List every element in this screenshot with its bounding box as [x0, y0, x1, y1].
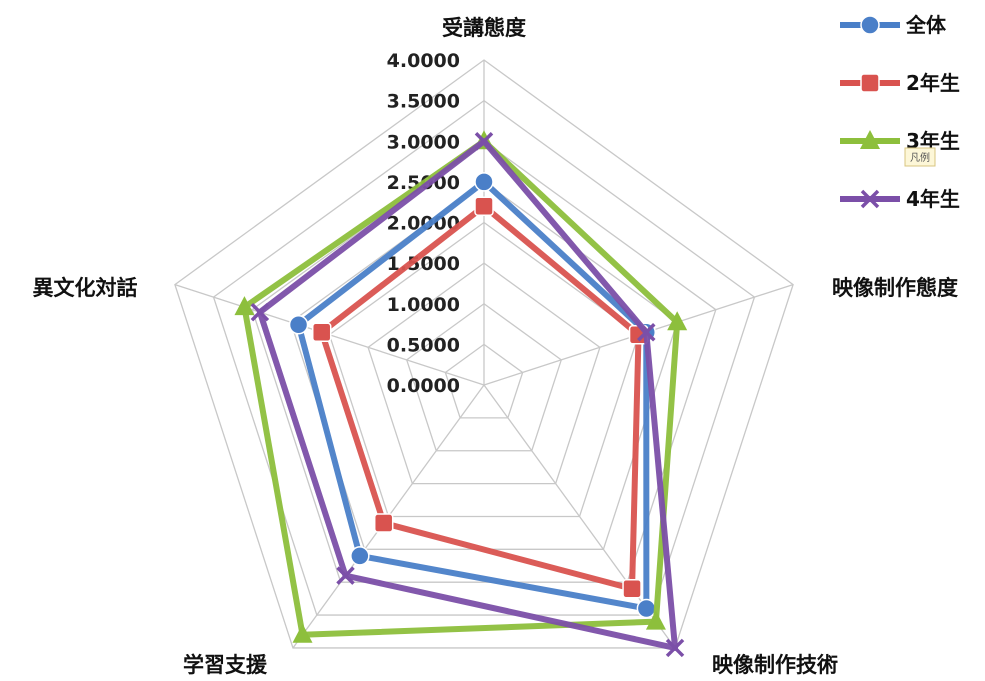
legend-entry: 4年生: [840, 187, 960, 211]
axis-label: 学習支援: [183, 653, 268, 677]
data-point: [373, 513, 394, 533]
data-point: [665, 638, 685, 658]
tick-label: 4.0000: [387, 50, 460, 72]
grid-ring: [251, 140, 717, 583]
legend-marker: [860, 189, 880, 209]
legend-label: 2年生: [906, 71, 960, 95]
legend-marker: [860, 15, 880, 35]
data-point: [474, 132, 494, 151]
legend-entry: 2年生: [840, 71, 960, 95]
radar-tick-labels: 0.00000.50001.00001.50002.00002.50003.00…: [387, 50, 460, 397]
tick-label: 0.0000: [387, 375, 460, 397]
grid-ring: [405, 302, 563, 452]
data-point: [250, 302, 270, 322]
legend-entry: 全体: [840, 13, 947, 37]
data-point: [234, 296, 255, 316]
series-line: [256, 138, 679, 651]
series-2: [311, 196, 649, 599]
tick-label: 3.0000: [387, 131, 460, 153]
axis-label: 映像制作態度: [832, 276, 958, 300]
data-point: [667, 311, 688, 331]
grid-ring: [212, 99, 756, 616]
legend: 全体 2年生 3年生 4年生 凡例: [840, 13, 960, 211]
data-point: [336, 566, 355, 585]
series-line: [318, 203, 642, 592]
series-line: [295, 178, 650, 612]
data-point: [474, 172, 494, 192]
tick-label: 3.5000: [387, 91, 460, 113]
data-point: [637, 323, 656, 342]
axis-label: 受講態度: [442, 16, 526, 40]
annotation-box: [904, 147, 936, 167]
legend-marker: [860, 73, 880, 93]
series-line: [241, 138, 681, 638]
radar-series: [234, 130, 688, 658]
annotation-text: 凡例: [910, 151, 930, 164]
data-point: [645, 610, 666, 630]
grid-ring: [444, 343, 524, 419]
grid-ring: [174, 59, 794, 649]
legend-marker: [860, 130, 880, 149]
tick-label: 0.5000: [387, 334, 460, 356]
data-point: [292, 623, 313, 643]
series-4: [250, 132, 685, 658]
grid-ring: [367, 262, 601, 485]
legend-label: 4年生: [906, 187, 960, 211]
data-point: [622, 579, 642, 599]
data-point: [288, 314, 309, 335]
data-point: [311, 322, 332, 343]
data-point: [350, 546, 370, 566]
axis-label: 映像制作技術: [712, 653, 838, 677]
tick-label: 1.0000: [387, 294, 460, 316]
data-point: [636, 598, 657, 619]
legend-entry: 3年生: [840, 129, 960, 153]
data-point: [474, 196, 494, 216]
axis-label: 異文化対話: [33, 276, 138, 300]
series-3: [234, 130, 688, 643]
legend-annotation: 凡例: [904, 147, 936, 167]
legend-label: 全体: [905, 13, 947, 37]
